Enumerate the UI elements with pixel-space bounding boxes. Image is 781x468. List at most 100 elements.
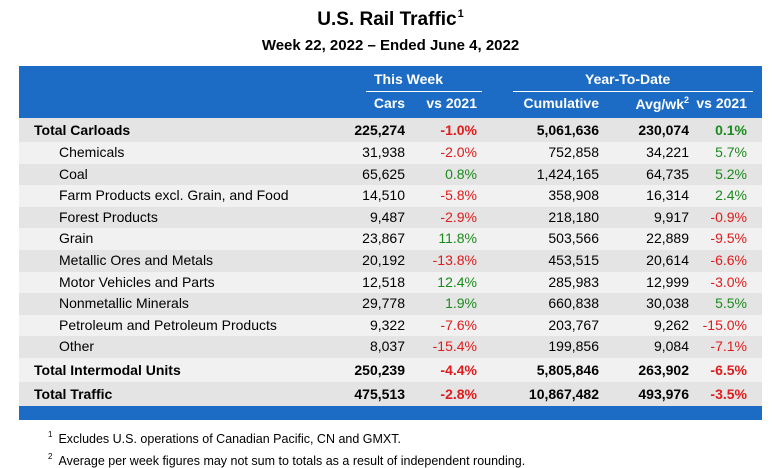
vs2021-value: -2.0%	[440, 144, 477, 160]
vs2021-value: -2.9%	[440, 208, 477, 225]
avgwk-value: 9,084	[653, 338, 689, 355]
cumulative-value: 660,838	[548, 295, 599, 312]
cumulative-value: 10,867,482	[528, 385, 599, 402]
vs2021-ytd-value: 0.1%	[715, 122, 747, 138]
vs2021-value: -5.8%	[440, 187, 477, 204]
table-row: Total Carloads 225,274 -1.0% 5,061,636 230,0…	[19, 118, 762, 142]
cars-value: 9,487	[369, 208, 405, 225]
cumulative-value: 1,424,165	[536, 165, 599, 182]
avgwk-value: 263,902	[638, 361, 689, 378]
avgwk-value: 12,999	[646, 273, 689, 290]
footnote-2: 2 Average per week figures may not sum to…	[48, 452, 526, 468]
table-row: Total Intermodal Units 250,239 -4.4% 5,805,…	[19, 357, 762, 382]
vs2021-value: -1.0%	[440, 122, 477, 138]
cars-value: 31,938	[362, 144, 405, 160]
ytd-header: Year-To-Date	[585, 71, 671, 87]
avgwk-value: 493,976	[638, 385, 689, 402]
avgwk-value: 64,735	[646, 165, 689, 182]
avgwk-header: Avg/wk2	[635, 95, 689, 112]
vs2021-value: -4.4%	[440, 361, 477, 378]
table-row: Nonmetallic Minerals 29,778 1.9% 660,838 30,…	[19, 293, 762, 315]
vs2021-value: -13.8%	[432, 251, 477, 268]
cumulative-header: Cumulative	[523, 95, 599, 111]
vs2021-ytd-value: -9.5%	[710, 230, 747, 247]
cumulative-value: 358,908	[548, 187, 599, 204]
cars-value: 8,037	[369, 338, 405, 355]
vs2021-ytd-value: 5.7%	[715, 144, 747, 160]
avgwk-value: 20,614	[646, 251, 689, 268]
cars-value: 9,322	[369, 316, 405, 333]
table-row: Other 8,037 -15.4% 199,856 9,084 -7.1%	[19, 336, 762, 358]
avgwk-value: 230,074	[638, 122, 689, 138]
table-row: Coal 65,625 0.8% 1,424,165 64,735 5.2%	[19, 163, 762, 186]
table-row: Forest Products 9,487 -2.9% 218,180 9,917 -0.…	[19, 206, 762, 229]
row-label: Coal	[59, 165, 88, 182]
table-header: This Week Year-To-Date Cars vs 2021 Cumu…	[19, 66, 762, 118]
row-label: Other	[59, 338, 95, 355]
row-label: Chemicals	[59, 144, 125, 160]
cars-value: 475,513	[354, 385, 405, 402]
cars-value: 14,510	[362, 187, 405, 204]
row-label: Motor Vehicles and Parts	[59, 273, 215, 290]
cumulative-value: 285,983	[548, 273, 599, 290]
cumulative-value: 503,566	[548, 230, 599, 247]
vs2021-header: vs 2021	[426, 95, 477, 111]
cars-value: 225,274	[354, 122, 405, 138]
cumulative-value: 5,061,636	[536, 122, 599, 138]
vs2021-ytd-value: -7.1%	[710, 338, 747, 355]
cumulative-value: 752,858	[548, 144, 599, 160]
cumulative-value: 5,805,846	[536, 361, 599, 378]
vs2021-value: 12.4%	[437, 273, 477, 290]
cumulative-value: 203,767	[548, 316, 599, 333]
vs2021-ytd-value: -6.5%	[710, 361, 747, 378]
page-title: U.S. Rail Traffic1	[317, 8, 464, 30]
cumulative-value: 453,515	[548, 251, 599, 268]
table-row: Metallic Ores and Metals 20,192 -13.8% 453,…	[19, 249, 762, 272]
row-label: Nonmetallic Minerals	[59, 295, 189, 312]
this-week-header: This Week	[374, 71, 443, 87]
vs2021-ytd-value: -3.0%	[710, 273, 747, 290]
row-label: Forest Products	[59, 208, 158, 225]
cumulative-value: 199,856	[548, 338, 599, 355]
vs2021-value: 0.8%	[445, 165, 477, 182]
table-row: Grain 23,867 11.8% 503,566 22,889 -9.5%	[19, 228, 762, 250]
vs2021-value: -2.8%	[440, 385, 477, 402]
avgwk-value: 16,314	[646, 187, 689, 204]
page-subtitle: Week 22, 2022 – Ended June 4, 2022	[261, 37, 520, 54]
this-week-underline	[366, 91, 482, 92]
vs2021-value: 1.9%	[445, 295, 477, 312]
cars-value: 12,518	[362, 273, 405, 290]
table-row: Farm Products excl. Grain, and Food 14,51…	[19, 185, 762, 207]
cars-value: 23,867	[362, 230, 405, 247]
vs2021-value: -7.6%	[440, 316, 477, 333]
vs2021-ytd-value: -6.6%	[710, 251, 747, 268]
vs2021-ytd-value: -3.5%	[710, 385, 747, 402]
row-label: Total Carloads	[34, 122, 131, 138]
row-label: Total Intermodal Units	[34, 361, 181, 378]
avgwk-value: 34,221	[646, 144, 689, 160]
vs2021-ytd-value: 2.4%	[715, 187, 747, 204]
cars-value: 20,192	[362, 251, 405, 268]
row-label: Petroleum and Petroleum Products	[59, 316, 277, 333]
footnote-1: 1 Excludes U.S. operations of Canadian Pa…	[48, 430, 401, 446]
table-row: Motor Vehicles and Parts 12,518 12.4% 285,9…	[19, 271, 762, 294]
avgwk-value: 9,262	[653, 316, 689, 333]
vs2021-ytd-header: vs 2021	[696, 95, 747, 111]
table-footer-bar	[19, 405, 762, 420]
row-label: Metallic Ores and Metals	[59, 251, 214, 268]
table-row: Chemicals 31,938 -2.0% 752,858 34,221 5.7%	[19, 142, 762, 164]
cars-value: 29,778	[362, 295, 405, 312]
rail-traffic-table: This Week Year-To-Date Cars vs 2021 Cumu…	[19, 66, 762, 420]
vs2021-ytd-value: 5.5%	[715, 295, 747, 312]
table-row: Total Traffic 475,513 -2.8% 10,867,482 493,9…	[19, 381, 762, 406]
table-body: Total Carloads 225,274 -1.0% 5,061,636 230,0…	[19, 118, 762, 406]
ytd-underline	[513, 91, 753, 92]
vs2021-ytd-value: -15.0%	[702, 316, 747, 333]
vs2021-value: -15.4%	[432, 338, 477, 355]
avgwk-value: 30,038	[646, 295, 689, 312]
row-label: Grain	[59, 230, 94, 247]
avgwk-value: 22,889	[646, 230, 689, 247]
cumulative-value: 218,180	[548, 208, 599, 225]
cars-value: 65,625	[362, 165, 405, 182]
cars-value: 250,239	[354, 361, 405, 378]
